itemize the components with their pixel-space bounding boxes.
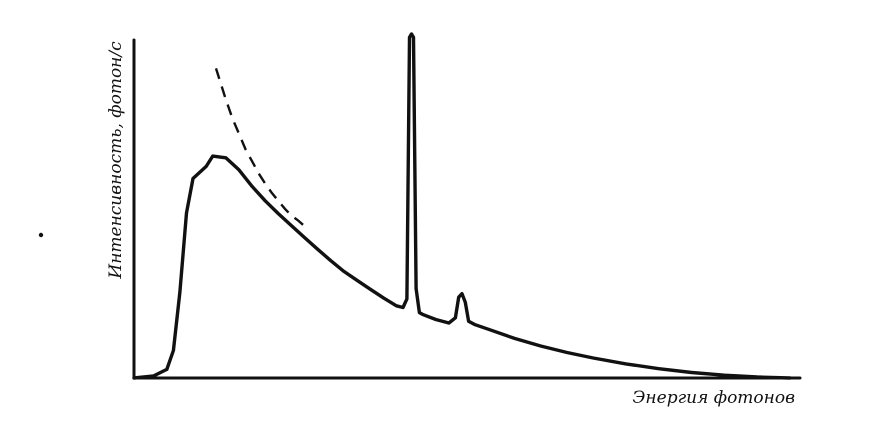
x-axis-title: Энергия фотонов — [632, 388, 795, 408]
spectrum-line — [132, 32, 792, 380]
y-axis-title: Интенсивность, фотон/с — [106, 41, 126, 280]
stray-dot — [38, 232, 44, 238]
unfiltered-continuum-dashed-line — [214, 68, 309, 230]
